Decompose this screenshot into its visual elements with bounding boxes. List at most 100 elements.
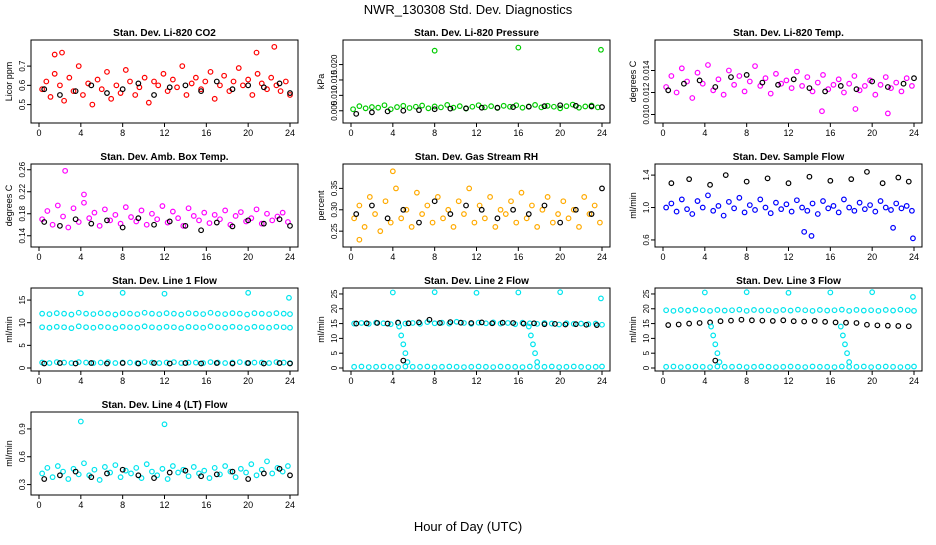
data-point	[188, 80, 195, 87]
y-tick-label: 0.18	[18, 205, 27, 221]
data-point	[556, 364, 563, 371]
data-point	[80, 92, 86, 98]
data-point	[227, 468, 234, 475]
data-point	[384, 108, 391, 115]
data-point	[65, 224, 72, 231]
data-point	[185, 310, 192, 317]
data-point	[488, 103, 495, 110]
data-point	[541, 103, 548, 110]
data-point	[809, 88, 816, 95]
data-point	[57, 92, 63, 98]
data-series	[39, 458, 291, 483]
data-point	[268, 74, 275, 81]
data-point	[381, 102, 388, 109]
data-point	[910, 235, 916, 242]
data-point	[875, 307, 882, 314]
data-point	[835, 209, 842, 216]
data-point	[775, 81, 781, 88]
data-point	[905, 323, 912, 330]
data-point	[882, 307, 889, 313]
data-point	[599, 185, 605, 192]
data-point	[245, 76, 252, 83]
data-point	[375, 104, 382, 111]
x-tick-label: 24	[909, 252, 919, 262]
data-point	[431, 47, 438, 54]
x-tick-label: 24	[285, 500, 295, 510]
data-point	[141, 359, 148, 366]
data-point	[86, 215, 93, 222]
data-point	[134, 311, 141, 318]
x-tick-label: 8	[744, 376, 749, 386]
data-point	[164, 476, 171, 482]
data-point	[163, 359, 170, 366]
data-point	[151, 92, 157, 98]
data-point	[903, 203, 910, 209]
data-point	[827, 289, 834, 296]
data-point	[844, 350, 850, 357]
data-point	[504, 320, 511, 326]
y-axis-label: percent	[316, 190, 326, 221]
data-point	[287, 90, 293, 96]
data-point	[808, 232, 815, 239]
data-point	[599, 104, 605, 110]
data-point	[104, 217, 110, 224]
data-point	[39, 470, 46, 477]
data-point	[456, 103, 463, 110]
data-point	[463, 202, 469, 209]
data-point	[98, 86, 105, 93]
data-point	[841, 196, 847, 203]
x-tick-label: 16	[825, 376, 835, 386]
data-point	[809, 200, 816, 207]
data-point	[127, 359, 133, 366]
data-series	[39, 199, 291, 231]
x-tick-label: 4	[702, 128, 707, 138]
data-point	[668, 200, 675, 207]
data-point	[151, 360, 157, 366]
data-point	[248, 461, 255, 468]
y-axis-label: kPa	[316, 74, 326, 90]
data-point	[851, 73, 858, 79]
x-tick-label: 24	[285, 128, 295, 138]
data-point	[276, 80, 283, 87]
data-point	[54, 202, 61, 209]
data-point	[196, 217, 202, 224]
data-point	[743, 289, 750, 296]
x-tick-label: 4	[702, 252, 707, 262]
data-point	[211, 211, 218, 218]
data-point	[277, 88, 284, 95]
data-point	[112, 462, 119, 468]
data-point	[811, 318, 818, 324]
data-point	[478, 319, 485, 326]
data-point	[778, 206, 785, 213]
data-point	[572, 102, 579, 109]
x-tick-label: 20	[555, 128, 565, 138]
data-point	[861, 82, 868, 89]
data-point	[557, 102, 564, 109]
data-point	[57, 82, 63, 89]
data-point	[478, 206, 485, 213]
data-point	[765, 363, 772, 370]
data-series	[663, 363, 917, 371]
data-point	[72, 216, 79, 223]
data-point	[578, 320, 584, 327]
data-point	[752, 63, 758, 69]
data-point	[237, 465, 244, 472]
data-point	[852, 106, 859, 112]
x-tick-label: 20	[243, 128, 253, 138]
data-point	[864, 321, 870, 328]
y-axis-label: ml/min	[4, 440, 14, 467]
data-point	[897, 364, 904, 371]
data-point	[351, 363, 358, 370]
data-point	[59, 49, 65, 56]
data-point	[799, 204, 805, 211]
data-point	[154, 472, 161, 479]
data-point	[113, 82, 120, 89]
data-point	[819, 108, 825, 115]
data-point	[780, 363, 787, 370]
x-tick-label: 8	[432, 252, 437, 262]
data-point	[757, 196, 764, 203]
data-point	[550, 103, 557, 110]
data-point	[171, 324, 177, 331]
panel-stan-dev-sample-flow: Stan. Dev. Sample Flow ml/min 0 4 8 12 16 20 24 0…	[628, 152, 923, 262]
